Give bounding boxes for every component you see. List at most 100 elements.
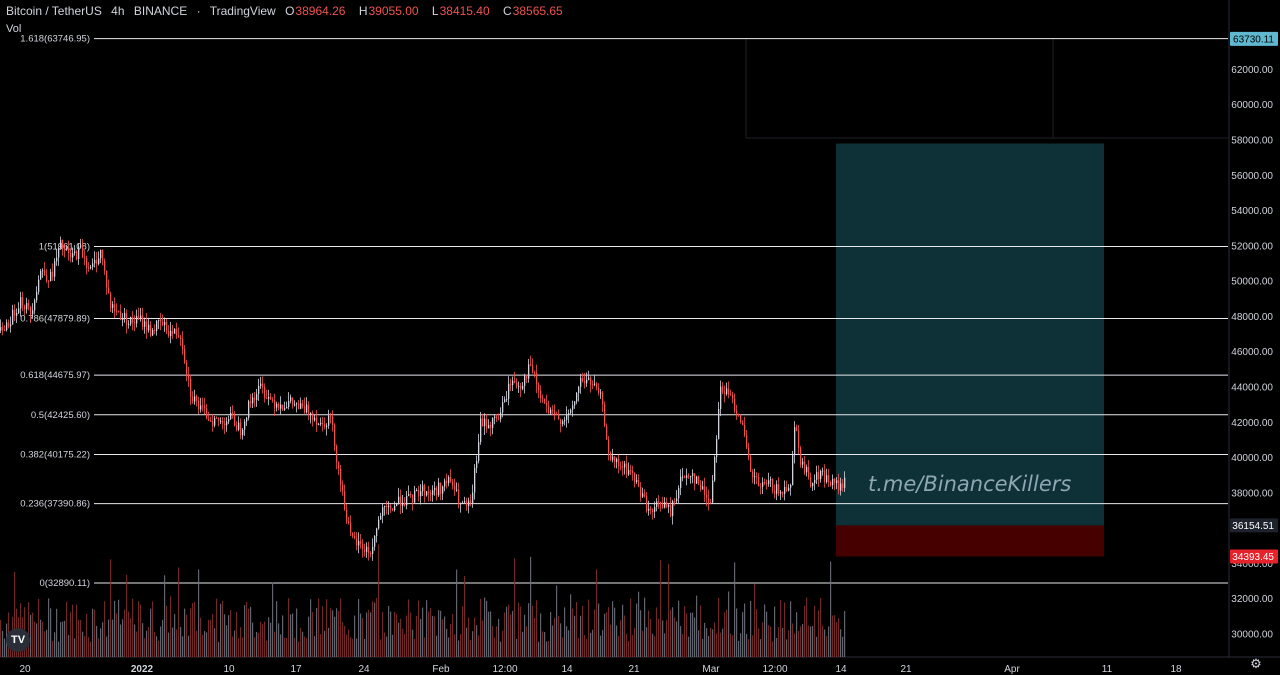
candle-body (774, 490, 776, 494)
candle-body (810, 477, 812, 487)
candle-body (386, 505, 388, 508)
volume-bar (318, 598, 320, 657)
candle-body (712, 480, 714, 503)
candle-body (738, 413, 740, 416)
candle-body (764, 482, 766, 484)
price-tick-label: 40000.00 (1231, 453, 1273, 464)
volume-bar (470, 639, 472, 657)
volume-bar (140, 604, 142, 657)
volume-bar (562, 637, 564, 657)
candle-body (502, 402, 504, 413)
volume-bar (602, 630, 604, 657)
price-tick-label: 56000.00 (1231, 171, 1273, 182)
candle-body (228, 419, 230, 422)
candle-body (318, 424, 320, 426)
volume-bar (556, 585, 558, 657)
candle-body (822, 470, 824, 472)
candle-body (64, 249, 66, 251)
volume-bar (174, 614, 176, 657)
candle-body (366, 546, 368, 552)
time-axis[interactable]: 20 2022 10 17 24 Feb 12:00 14 21 Mar 12:00 14 21 Apr 1… (19, 664, 1182, 675)
volume-bar (100, 628, 102, 657)
price-tick-label: 34000.00 (1231, 559, 1273, 570)
volume-bar (78, 619, 80, 657)
candle-body (602, 392, 604, 405)
volume-bar (762, 622, 764, 657)
candle-body (624, 463, 626, 468)
settings-gear-icon[interactable]: ⚙ (1250, 657, 1262, 672)
candle-body (520, 385, 522, 389)
candle-body (418, 489, 420, 497)
candle-body (302, 403, 304, 407)
candle-body (342, 484, 344, 492)
volume-bar (520, 606, 522, 657)
candle-body (706, 494, 708, 498)
volume-bar (776, 637, 778, 657)
candle-body (632, 470, 634, 473)
candle-body (406, 495, 408, 506)
tradingview-logo-icon[interactable]: TV (6, 628, 30, 652)
volume-bar (378, 544, 380, 657)
candle-body (832, 478, 834, 486)
price-tick-label: 60000.00 (1231, 100, 1273, 111)
candle-body (368, 546, 370, 554)
volume-bar (684, 606, 686, 657)
price-badge (1230, 518, 1278, 533)
candle-body (768, 480, 770, 485)
candle-body (722, 386, 724, 392)
volume-bar (120, 624, 122, 657)
candle-body (12, 309, 14, 325)
volume-bar (514, 558, 516, 657)
candle-body (158, 319, 160, 321)
volume-bar (382, 612, 384, 657)
volume-bar (638, 591, 640, 657)
candle-body (778, 484, 780, 494)
volume-bar (206, 632, 208, 657)
candle-body (760, 486, 762, 488)
candle-body (678, 487, 680, 499)
symbol-name[interactable]: Bitcoin / TetherUS (6, 4, 102, 18)
candle-body (242, 429, 244, 436)
candle-body (708, 497, 710, 502)
volume-bar (780, 599, 782, 657)
candle-body (60, 240, 62, 249)
volume-bar (30, 614, 32, 657)
volume-bar (230, 610, 232, 657)
volume-bar (708, 635, 710, 657)
candle-body (30, 306, 32, 315)
volume-bar (240, 627, 242, 657)
candle-body (454, 485, 456, 491)
platform-label: TradingView (209, 4, 276, 18)
volume-bar (460, 634, 462, 657)
volume-bar (56, 608, 58, 657)
volume-bar (72, 604, 74, 657)
volume-bar (548, 641, 550, 657)
volume-bar (224, 614, 226, 657)
interval-label[interactable]: 4h (111, 4, 125, 18)
volume-bar (682, 634, 684, 657)
candle-body (612, 456, 614, 460)
candle-body (670, 505, 672, 516)
candle-body (54, 261, 56, 277)
stop-loss-zone (836, 525, 1104, 557)
candle-body (160, 319, 162, 322)
candle-body (734, 398, 736, 411)
candle-body (370, 553, 372, 555)
candle-body (202, 405, 204, 407)
price-tick-label: 58000.00 (1231, 136, 1273, 147)
volume-bar (478, 635, 480, 657)
candle-body (666, 502, 668, 507)
candle-body (16, 312, 18, 316)
candle-body (108, 287, 110, 294)
volume-bar (628, 641, 630, 657)
candle-body (262, 383, 264, 387)
candle-body (340, 468, 342, 485)
volume-bar (212, 614, 214, 657)
volume-bar (276, 601, 278, 657)
volume-bar (250, 606, 252, 657)
price-tick-label: 52000.00 (1231, 241, 1273, 252)
volume-bar (580, 615, 582, 657)
volume-bar (332, 610, 334, 657)
volume-bar (802, 624, 804, 657)
